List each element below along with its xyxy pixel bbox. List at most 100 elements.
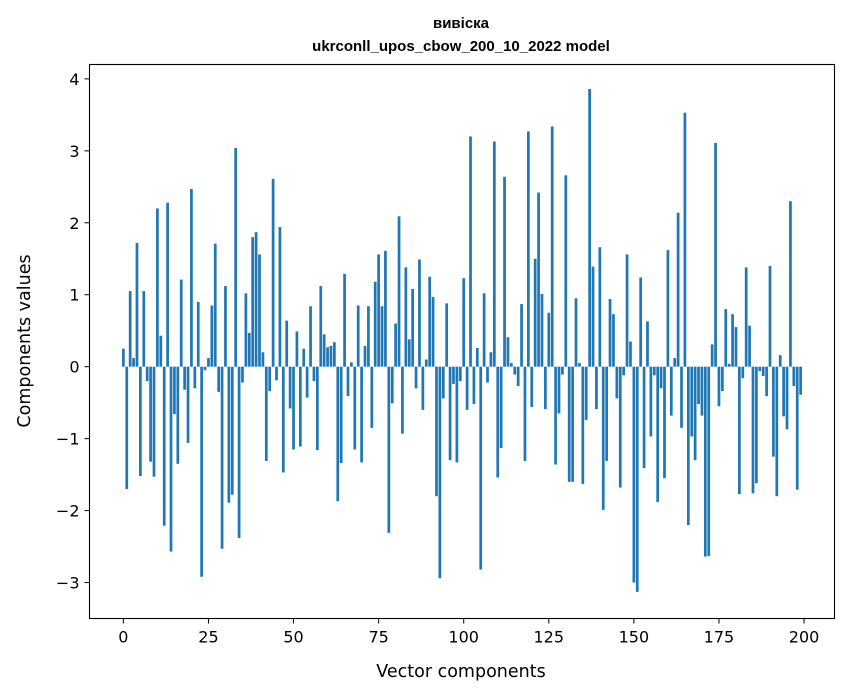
bar (598, 247, 602, 367)
bar (697, 366, 700, 405)
bar (683, 112, 687, 367)
plot-frame (88, 63, 836, 620)
bar (173, 366, 176, 415)
bar (789, 201, 792, 367)
bar (710, 344, 714, 367)
bar (588, 88, 591, 367)
bar (530, 366, 534, 407)
bar (156, 208, 159, 367)
chart-subtitle: ukrconll_upos_cbow_200_10_2022 model (312, 38, 610, 55)
bar (145, 366, 149, 382)
bar (179, 279, 183, 367)
bar (547, 312, 551, 367)
bar (333, 342, 336, 367)
bar (486, 366, 489, 383)
bar (574, 298, 578, 367)
bar (122, 348, 125, 367)
bar (537, 192, 540, 367)
bar (302, 348, 306, 367)
bar (275, 366, 278, 381)
bar (251, 237, 255, 367)
bar (227, 366, 231, 503)
bar (727, 363, 731, 367)
bar (475, 347, 479, 367)
bar (676, 212, 680, 367)
bar (397, 216, 401, 367)
bar (295, 331, 299, 367)
bar (176, 366, 180, 464)
bar (455, 366, 459, 463)
bar (438, 366, 442, 579)
bar (523, 366, 527, 461)
bar (258, 254, 261, 367)
bar (792, 366, 796, 387)
bar (125, 366, 129, 489)
bar (618, 366, 622, 488)
x-axis-ticks: 0 25 50 75 100 125 150 175 200 (118, 618, 819, 647)
chart-title: вивіска (433, 15, 490, 32)
bar (380, 306, 384, 367)
bar (322, 334, 326, 367)
bar (370, 366, 374, 428)
bar (666, 250, 670, 367)
bar (329, 345, 333, 367)
bar (642, 366, 646, 469)
bar (744, 267, 748, 367)
bar (496, 366, 500, 478)
bar (564, 175, 568, 367)
bar (339, 366, 343, 464)
bar (646, 321, 649, 367)
bar (615, 366, 619, 399)
bar (714, 142, 717, 367)
bar (472, 366, 476, 405)
bar (224, 286, 227, 367)
bar (336, 366, 340, 502)
bar (367, 306, 370, 367)
bar (394, 323, 397, 367)
bar (673, 358, 677, 367)
bar (278, 227, 282, 367)
bar (465, 366, 469, 410)
bar (271, 178, 275, 367)
bar (162, 366, 166, 526)
bar (550, 126, 554, 367)
bar (244, 293, 248, 367)
bar (721, 366, 724, 392)
bar (346, 366, 350, 397)
bar (421, 366, 425, 410)
x-tick-label: 100 (448, 628, 479, 647)
bar (448, 366, 452, 461)
bar (431, 296, 435, 367)
bar (663, 366, 666, 479)
bar (755, 366, 758, 484)
bar (458, 366, 462, 382)
bar (373, 281, 377, 367)
bar (751, 366, 755, 494)
x-tick-label: 175 (704, 628, 735, 647)
bar (540, 294, 544, 367)
bar (234, 147, 238, 367)
bar (738, 366, 741, 495)
x-tick-label: 25 (198, 628, 218, 647)
bar (775, 366, 779, 497)
bar (384, 250, 387, 367)
bar (567, 366, 571, 482)
bar (428, 276, 432, 367)
bar (734, 327, 738, 367)
bar (441, 366, 445, 399)
bar (509, 363, 513, 367)
bar (741, 366, 745, 379)
bar (298, 366, 302, 447)
bar (247, 332, 251, 367)
bar (492, 141, 496, 367)
y-tick-label: 0 (69, 358, 79, 377)
bar (506, 337, 510, 367)
bar (169, 366, 173, 552)
bar (703, 366, 707, 557)
bar (452, 366, 455, 384)
bar (795, 366, 799, 490)
bar (241, 366, 244, 383)
x-axis-label: Vector components (376, 662, 545, 682)
bar (700, 366, 704, 416)
bar (445, 303, 449, 367)
